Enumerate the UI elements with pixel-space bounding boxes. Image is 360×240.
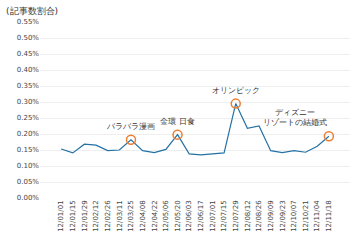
svg-text:12/04/08: 12/04/08	[139, 200, 147, 231]
svg-text:12/03/11: 12/03/11	[116, 200, 124, 231]
svg-text:0.15%: 0.15%	[17, 146, 40, 154]
svg-text:12/03/25: 12/03/25	[127, 200, 135, 231]
svg-text:0.55%: 0.55%	[17, 18, 40, 26]
svg-text:12/07/15: 12/07/15	[220, 200, 228, 231]
svg-text:12/06/03: 12/06/03	[185, 200, 193, 231]
svg-text:0.20%: 0.20%	[17, 130, 40, 138]
svg-text:0.30%: 0.30%	[17, 98, 40, 106]
svg-text:12/07/01: 12/07/01	[209, 200, 217, 231]
svg-text:12/11/18: 12/11/18	[325, 200, 333, 231]
svg-text:(記事数割合): (記事数割合)	[6, 6, 58, 16]
svg-text:12/01/15: 12/01/15	[69, 200, 77, 231]
svg-text:12/02/12: 12/02/12	[92, 200, 100, 231]
svg-text:金環 日食: 金環 日食	[160, 117, 195, 126]
svg-text:12/10/21: 12/10/21	[302, 200, 310, 231]
svg-text:0.35%: 0.35%	[17, 82, 40, 90]
svg-text:0.05%: 0.05%	[17, 178, 40, 186]
svg-text:0.25%: 0.25%	[17, 114, 40, 122]
svg-text:12/08/12: 12/08/12	[244, 200, 252, 231]
svg-text:12/05/06: 12/05/06	[162, 200, 170, 232]
svg-text:12/08/26: 12/08/26	[255, 200, 263, 232]
svg-text:オリンピック: オリンピック	[212, 86, 260, 95]
svg-text:12/02/26: 12/02/26	[104, 200, 112, 232]
svg-text:12/10/07: 12/10/07	[290, 200, 298, 231]
svg-text:ディズニーリゾートの結婚式: ディズニーリゾートの結婚式	[263, 108, 327, 127]
svg-text:12/11/04: 12/11/04	[314, 200, 322, 232]
svg-text:12/05/20: 12/05/20	[174, 200, 182, 231]
svg-text:12/01/29: 12/01/29	[81, 200, 89, 231]
svg-text:0.50%: 0.50%	[17, 34, 40, 42]
svg-text:0.00%: 0.00%	[17, 194, 40, 202]
svg-text:12/09/09: 12/09/09	[267, 200, 275, 231]
svg-text:12/04/22: 12/04/22	[151, 200, 159, 231]
svg-text:12/09/23: 12/09/23	[279, 200, 287, 231]
svg-text:12/06/17: 12/06/17	[197, 200, 205, 231]
svg-text:12/07/29: 12/07/29	[232, 200, 240, 231]
svg-text:バラバラ漫画: バラバラ漫画	[106, 122, 155, 131]
svg-text:0.45%: 0.45%	[17, 50, 40, 58]
svg-text:0.10%: 0.10%	[17, 162, 40, 170]
svg-text:0.40%: 0.40%	[17, 66, 40, 74]
svg-text:12/01/01: 12/01/01	[57, 200, 65, 231]
